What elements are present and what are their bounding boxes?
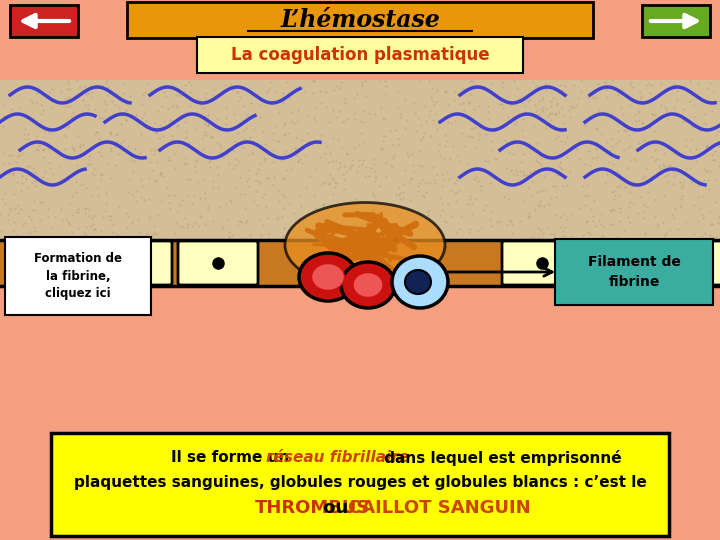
FancyBboxPatch shape — [6, 241, 86, 285]
Text: réseau fibrillaire: réseau fibrillaire — [266, 450, 409, 465]
Bar — [0, 240, 720, 286]
Ellipse shape — [341, 262, 395, 308]
Text: Formation de
la fibrine,
cliquez ici: Formation de la fibrine, cliquez ici — [34, 252, 122, 300]
Ellipse shape — [392, 256, 448, 308]
Bar — [0, 80, 720, 250]
Polygon shape — [10, 5, 78, 37]
Polygon shape — [642, 5, 710, 37]
Ellipse shape — [299, 253, 357, 301]
FancyBboxPatch shape — [666, 241, 720, 285]
FancyBboxPatch shape — [197, 37, 523, 73]
Ellipse shape — [405, 270, 431, 294]
Text: THROMBUS: THROMBUS — [255, 499, 370, 517]
Text: plaquettes sanguines, globules rouges et globules blancs : c’est le: plaquettes sanguines, globules rouges et… — [73, 475, 647, 489]
FancyBboxPatch shape — [127, 2, 593, 38]
Ellipse shape — [285, 202, 445, 287]
FancyBboxPatch shape — [92, 241, 172, 285]
Text: CAILLOT SANGUIN: CAILLOT SANGUIN — [348, 499, 531, 517]
FancyBboxPatch shape — [588, 241, 668, 285]
FancyBboxPatch shape — [51, 433, 669, 536]
Text: L’hémostase: L’hémostase — [280, 8, 440, 32]
FancyBboxPatch shape — [502, 241, 582, 285]
Text: Filament de
fibrine: Filament de fibrine — [588, 255, 680, 289]
Text: La coagulation plasmatique: La coagulation plasmatique — [230, 46, 490, 64]
Ellipse shape — [353, 273, 383, 298]
FancyBboxPatch shape — [555, 239, 713, 305]
FancyBboxPatch shape — [5, 237, 151, 315]
Text: ou: ou — [317, 499, 354, 517]
Text: Il se forme un: Il se forme un — [171, 450, 294, 465]
Ellipse shape — [312, 264, 344, 291]
FancyBboxPatch shape — [178, 241, 258, 285]
Text: dans lequel est emprisonné: dans lequel est emprisonné — [379, 450, 621, 466]
